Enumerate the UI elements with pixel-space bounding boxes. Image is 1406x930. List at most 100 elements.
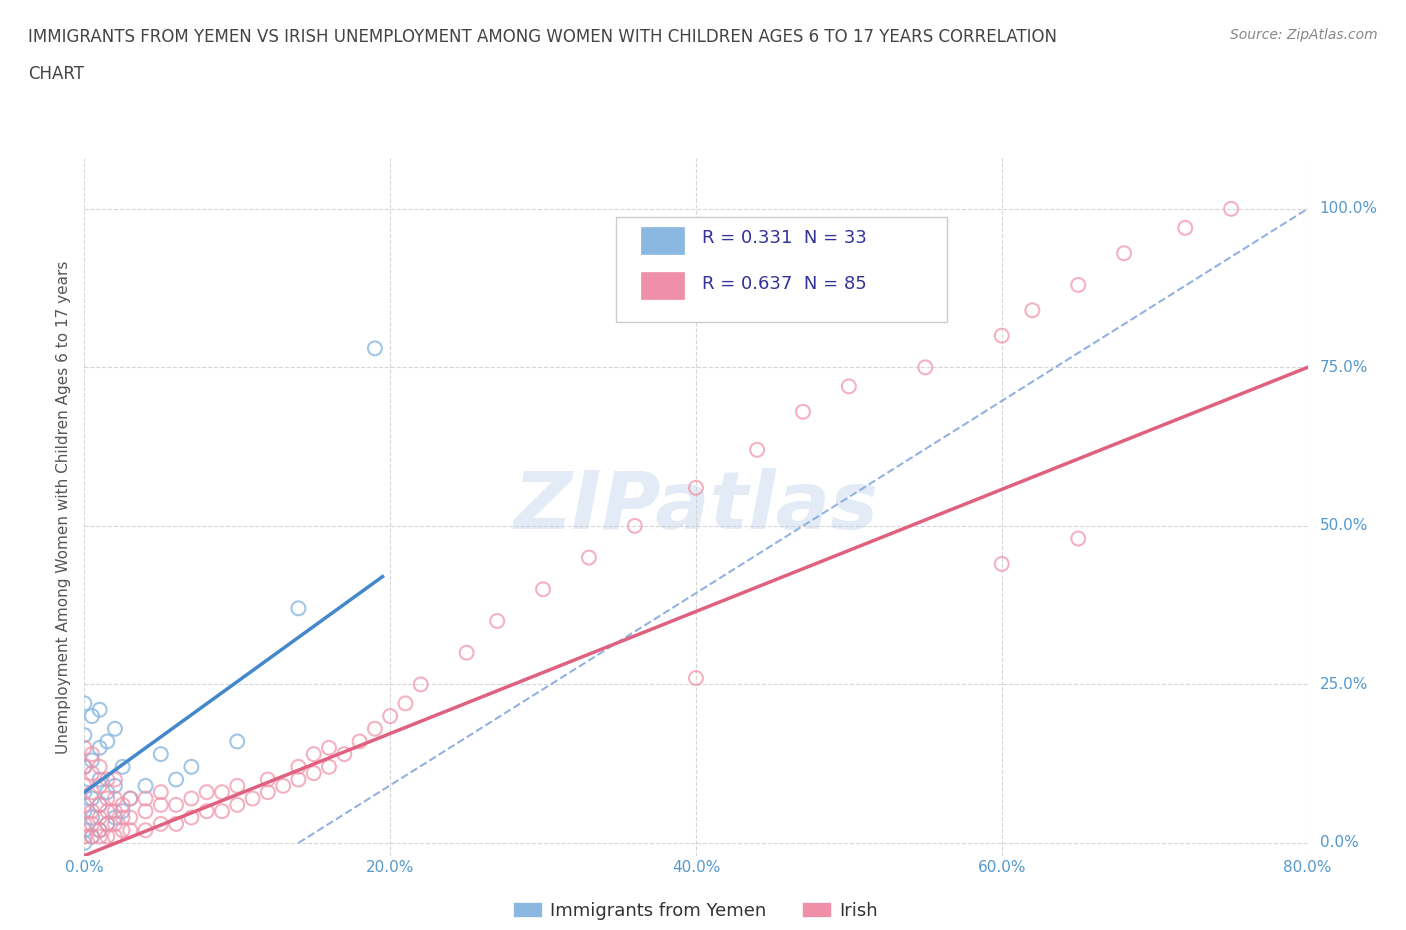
Point [195, 785, 218, 800]
Point [1174, 220, 1197, 235]
Point [111, 797, 134, 812]
Point [96, 830, 118, 844]
Point [96, 817, 118, 831]
Point [242, 791, 264, 806]
Point [89, 823, 111, 838]
Point [89, 778, 111, 793]
Point [89, 740, 111, 755]
Point [73, 785, 96, 800]
Point [394, 696, 416, 711]
Bar [641, 227, 683, 254]
Point [89, 810, 111, 825]
Point [80, 830, 103, 844]
Point [226, 734, 249, 749]
Text: 75.0%: 75.0% [1320, 360, 1368, 375]
Point [96, 791, 118, 806]
Y-axis label: Unemployment Among Women with Children Ages 6 to 17 years: Unemployment Among Women with Children A… [56, 260, 72, 753]
Point [73, 760, 96, 775]
Point [364, 722, 387, 737]
Point [149, 797, 172, 812]
Point [120, 791, 142, 806]
Point [104, 804, 127, 818]
Point [120, 791, 142, 806]
Point [257, 785, 280, 800]
Point [226, 778, 249, 793]
Point [165, 772, 187, 787]
Point [302, 747, 325, 762]
Point [120, 823, 142, 838]
Point [96, 817, 118, 831]
Point [96, 734, 118, 749]
Point [89, 797, 111, 812]
Point [531, 582, 554, 597]
Point [104, 830, 127, 844]
Point [624, 518, 647, 533]
Point [80, 804, 103, 818]
Point [747, 443, 769, 458]
Point [838, 379, 860, 393]
Point [73, 760, 96, 775]
Point [73, 817, 96, 831]
Point [73, 823, 96, 838]
Point [149, 747, 172, 762]
Point [1067, 531, 1090, 546]
Point [409, 677, 432, 692]
Point [135, 778, 157, 793]
Point [991, 556, 1014, 571]
Point [165, 797, 187, 812]
FancyBboxPatch shape [616, 218, 946, 322]
Point [149, 785, 172, 800]
Point [73, 727, 96, 742]
Point [149, 817, 172, 831]
Point [80, 785, 103, 800]
Point [80, 709, 103, 724]
Point [73, 835, 96, 850]
Point [96, 785, 118, 800]
Text: IMMIGRANTS FROM YEMEN VS IRISH UNEMPLOYMENT AMONG WOMEN WITH CHILDREN AGES 6 TO : IMMIGRANTS FROM YEMEN VS IRISH UNEMPLOYM… [28, 28, 1057, 46]
Point [685, 481, 707, 496]
Text: 50.0%: 50.0% [1320, 518, 1368, 534]
Point [120, 810, 142, 825]
Text: R = 0.331  N = 33: R = 0.331 N = 33 [702, 230, 868, 247]
Point [271, 778, 294, 793]
Point [96, 772, 118, 787]
Text: ZIPatlas: ZIPatlas [513, 468, 879, 546]
Point [73, 740, 96, 755]
Point [73, 797, 96, 812]
Point [80, 791, 103, 806]
Text: 100.0%: 100.0% [1320, 201, 1378, 217]
Point [364, 341, 387, 356]
Point [111, 804, 134, 818]
Point [914, 360, 936, 375]
Point [486, 614, 509, 629]
Text: 25.0%: 25.0% [1320, 677, 1368, 692]
Point [104, 817, 127, 831]
Point [104, 810, 127, 825]
Point [318, 760, 340, 775]
Point [165, 817, 187, 831]
Point [73, 804, 96, 818]
Text: 0.0%: 0.0% [1320, 835, 1358, 850]
Point [1021, 303, 1043, 318]
Point [80, 753, 103, 768]
Point [302, 765, 325, 780]
Point [104, 791, 127, 806]
Point [287, 601, 309, 616]
Point [135, 804, 157, 818]
Point [89, 760, 111, 775]
Point [318, 740, 340, 755]
Point [73, 830, 96, 844]
Text: Source: ZipAtlas.com: Source: ZipAtlas.com [1230, 28, 1378, 42]
Point [1067, 277, 1090, 292]
Point [180, 760, 202, 775]
Point [96, 804, 118, 818]
Point [578, 551, 600, 565]
Point [80, 817, 103, 831]
Point [180, 791, 202, 806]
Point [211, 804, 233, 818]
Point [89, 772, 111, 787]
Point [135, 823, 157, 838]
Point [991, 328, 1014, 343]
Point [380, 709, 402, 724]
Legend: Immigrants from Yemen, Irish: Immigrants from Yemen, Irish [508, 895, 884, 927]
